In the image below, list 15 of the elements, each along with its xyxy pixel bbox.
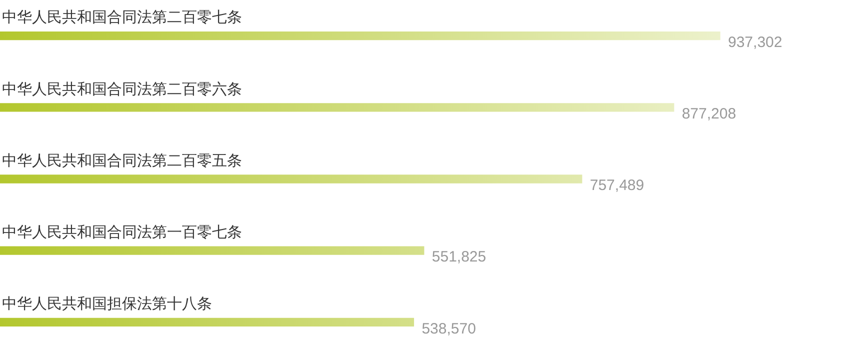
bar: [0, 103, 674, 112]
y-tick-label: 中华人民共和国合同法第一百零七条: [2, 222, 242, 241]
data-label: 937,302: [728, 34, 782, 51]
data-label: 538,570: [422, 320, 476, 338]
bar: [0, 246, 424, 255]
bar: [0, 174, 582, 184]
y-tick-label: 中华人民共和国担保法第十八条: [2, 294, 212, 313]
y-tick-label: 中华人民共和国合同法第二百零五条: [2, 151, 242, 170]
data-label: 551,825: [432, 248, 486, 266]
bar: [0, 31, 720, 40]
y-tick-label: 中华人民共和国合同法第二百零六条: [2, 80, 242, 98]
data-label: 877,208: [682, 106, 736, 123]
bar: [0, 318, 414, 327]
data-label: 757,489: [590, 177, 644, 194]
y-tick-label: 中华人民共和国合同法第二百零七条: [2, 8, 242, 26]
